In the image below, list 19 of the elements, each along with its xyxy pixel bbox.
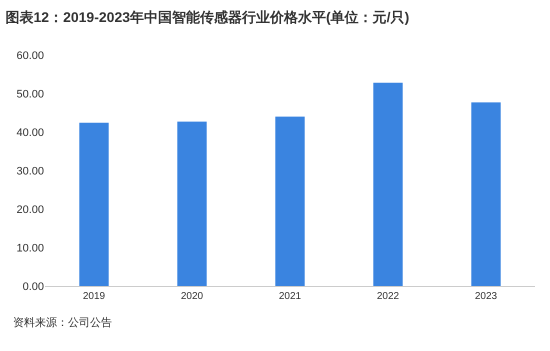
bar xyxy=(471,102,501,286)
y-tick-label: 10.00 xyxy=(16,242,44,254)
y-tick-label: 50.00 xyxy=(16,88,44,100)
text: 资料来源：公司公告 xyxy=(13,316,112,329)
bar xyxy=(275,116,305,286)
y-tick-label: 30.00 xyxy=(16,165,44,178)
y-tick-label: 0.00 xyxy=(22,280,44,293)
bar xyxy=(79,122,109,286)
bar xyxy=(177,122,207,286)
bar xyxy=(373,82,403,286)
x-tick-label: 2023 xyxy=(474,291,498,302)
x-tick-label: 2020 xyxy=(180,291,204,302)
y-tick-label: 60.00 xyxy=(16,50,44,62)
x-tick-label: 2022 xyxy=(376,291,400,302)
x-tick-label: 2021 xyxy=(278,291,302,302)
x-tick-label: 2019 xyxy=(82,291,106,302)
chart-title: 图表12：2019-2023年中国智能传感器行业价格水平(单位：元/只) xyxy=(6,9,410,26)
y-tick-label: 20.00 xyxy=(16,204,44,216)
y-tick-label: 40.00 xyxy=(16,126,44,139)
